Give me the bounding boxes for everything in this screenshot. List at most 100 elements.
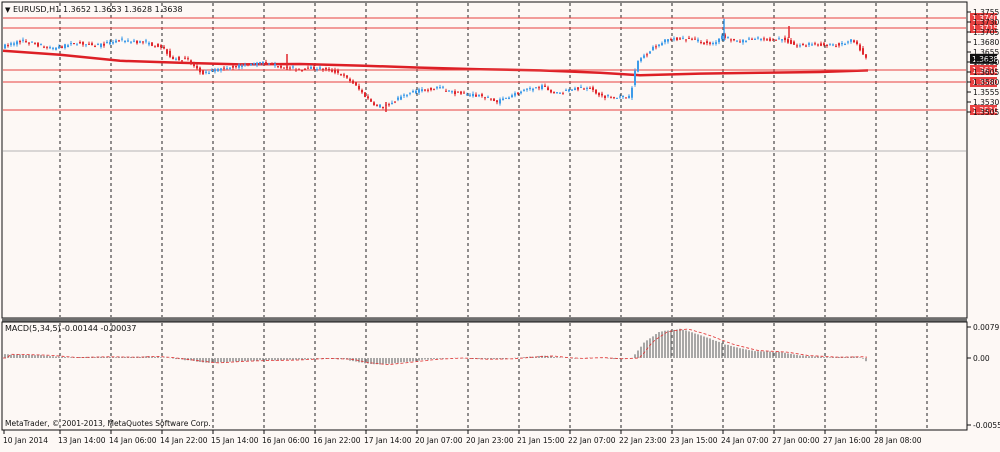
candle-body	[367, 96, 369, 99]
candle-body	[583, 88, 585, 90]
candle-body	[817, 44, 819, 46]
candle-body	[247, 64, 249, 66]
candle-body	[541, 85, 543, 90]
candle-body	[628, 95, 630, 99]
candle-body	[82, 42, 84, 45]
candle-body	[118, 40, 120, 42]
candle-body	[208, 72, 210, 74]
candle-body	[841, 43, 843, 45]
candle-body	[250, 63, 252, 66]
candle-body	[304, 68, 306, 70]
candle-body	[787, 39, 789, 43]
copyright-text: MetaTrader, © 2001-2013, MetaQuotes Soft…	[5, 419, 211, 428]
candle-body	[373, 102, 375, 106]
time-label: 20 Jan 07:00	[415, 436, 463, 445]
candle-body	[553, 91, 555, 93]
candle-body	[775, 39, 777, 41]
candle-body	[649, 51, 651, 54]
candle-body	[406, 95, 408, 97]
time-label: 15 Jan 14:00	[211, 436, 259, 445]
candle-body	[328, 68, 330, 70]
candle-body	[766, 39, 768, 41]
candle-body	[40, 43, 42, 45]
candle-body	[157, 43, 159, 47]
candle-body	[826, 44, 828, 46]
time-label: 27 Jan 16:00	[823, 436, 871, 445]
macd-axis: 0.00791 0.00 -0.00556	[967, 323, 1000, 430]
candle-body	[568, 89, 570, 92]
candle-body	[436, 87, 438, 89]
symbol-timeframe-label: EURUSD,H1	[13, 5, 60, 14]
candle-body	[592, 87, 594, 90]
candle-body	[19, 41, 21, 43]
candle-body	[664, 39, 666, 43]
candle-body	[679, 38, 681, 40]
candle-body	[181, 60, 183, 62]
subwindow-separator[interactable]	[2, 318, 967, 322]
candle-body	[175, 58, 177, 60]
ohlc-values: 1.3652 1.3653 1.3628 1.3638	[63, 5, 183, 14]
candle-body	[340, 74, 342, 76]
candle-body	[331, 69, 333, 72]
candle-body	[598, 93, 600, 96]
candle-body	[505, 97, 507, 99]
symbol-dropdown-icon[interactable]: ▼	[5, 6, 11, 14]
candle-body	[7, 45, 9, 47]
candle-body	[613, 97, 615, 99]
candle-body	[616, 97, 618, 99]
candle-body	[769, 38, 771, 41]
candle-body	[457, 91, 459, 93]
time-label: 14 Jan 22:00	[160, 436, 208, 445]
candle-body	[292, 66, 294, 68]
time-label: 17 Jan 14:00	[364, 436, 412, 445]
candle-body	[109, 41, 111, 45]
candle-body	[97, 44, 99, 46]
candle-body	[685, 39, 687, 41]
candle-body	[100, 43, 102, 47]
candle-body	[169, 50, 171, 57]
candle-body	[535, 87, 537, 89]
level-price-tag	[970, 105, 997, 115]
candle-body	[733, 38, 735, 41]
candle-body	[715, 42, 717, 44]
candle-body	[388, 104, 390, 106]
candle-body	[325, 68, 327, 70]
candle-body	[865, 54, 867, 58]
candle-body	[760, 38, 762, 40]
candle-body	[580, 86, 582, 88]
candle-body	[547, 87, 549, 91]
price-tick-label: 1.3530	[973, 98, 999, 107]
candle-body	[739, 41, 741, 43]
candle-body	[448, 90, 450, 92]
price-tick-label: 1.3705	[973, 28, 999, 37]
macd-tick-label: 0.00791	[973, 323, 1000, 332]
candle-body	[37, 42, 39, 47]
level-price-tag	[970, 65, 997, 75]
macd-label: MACD(5,34,5)	[5, 324, 61, 333]
candle-body	[298, 69, 300, 71]
candle-body	[607, 95, 609, 97]
moving-average	[2, 49, 869, 77]
candle-body	[94, 46, 96, 48]
candle-body	[85, 44, 87, 46]
candle-body	[148, 42, 150, 45]
candle-body	[478, 95, 480, 97]
candle-body	[496, 100, 498, 103]
time-axis: 10 Jan 2014 13 Jan 14:00 14 Jan 06:00 14 Ja…	[3, 430, 922, 445]
candle-body	[346, 75, 348, 78]
candle-body	[427, 89, 429, 91]
candle-body	[172, 56, 174, 60]
candle-body	[655, 46, 657, 48]
candle-body	[754, 38, 756, 40]
candle-body	[460, 91, 462, 94]
price-axis: 1.37551.37301.37051.36801.36551.36301.36…	[967, 8, 999, 117]
candle-body	[241, 65, 243, 67]
candle-body	[217, 68, 219, 72]
candle-body	[802, 43, 804, 45]
candle-body	[190, 60, 192, 64]
main-chart-frame	[1, 1, 968, 319]
time-label: 22 Jan 07:00	[568, 436, 616, 445]
candle-body	[103, 43, 105, 46]
